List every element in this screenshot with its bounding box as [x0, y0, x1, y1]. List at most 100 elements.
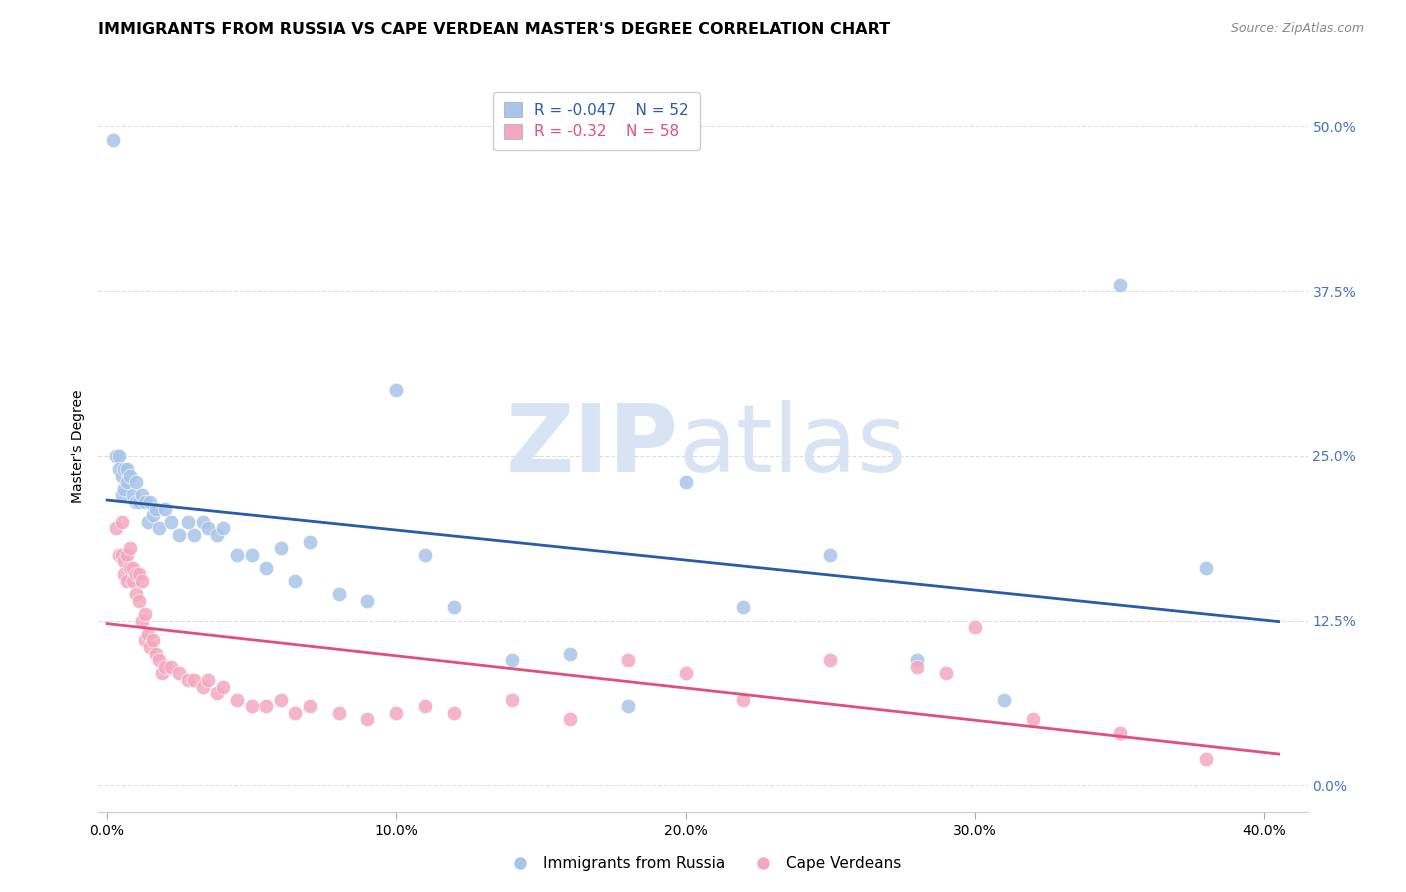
- Point: [328, 706, 350, 720]
- Point: [501, 692, 523, 706]
- Point: [134, 607, 156, 621]
- Point: [142, 508, 165, 523]
- Point: [142, 633, 165, 648]
- Point: [125, 495, 148, 509]
- Point: [107, 449, 129, 463]
- Point: [211, 521, 233, 535]
- Point: [120, 561, 142, 575]
- Point: [211, 680, 233, 694]
- Point: [122, 574, 145, 588]
- Point: [125, 587, 148, 601]
- Point: [134, 633, 156, 648]
- Text: Source: ZipAtlas.com: Source: ZipAtlas.com: [1230, 22, 1364, 36]
- Point: [134, 495, 156, 509]
- Point: [1108, 725, 1130, 739]
- Point: [905, 653, 928, 667]
- Point: [820, 548, 842, 562]
- Point: [125, 567, 148, 582]
- Point: [136, 627, 159, 641]
- Point: [240, 548, 263, 562]
- Point: [150, 666, 173, 681]
- Point: [328, 587, 350, 601]
- Point: [107, 548, 129, 562]
- Point: [1108, 277, 1130, 292]
- Point: [120, 541, 142, 556]
- Point: [101, 132, 124, 146]
- Point: [413, 548, 436, 562]
- Point: [284, 574, 307, 588]
- Point: [413, 699, 436, 714]
- Point: [443, 706, 465, 720]
- Point: [110, 515, 132, 529]
- Point: [385, 383, 408, 397]
- Point: [131, 574, 153, 588]
- Point: [935, 666, 957, 681]
- Point: [240, 699, 263, 714]
- Point: [169, 528, 191, 542]
- Point: [501, 653, 523, 667]
- Legend: Immigrants from Russia, Cape Verdeans: Immigrants from Russia, Cape Verdeans: [499, 850, 907, 877]
- Point: [117, 548, 139, 562]
- Point: [131, 488, 153, 502]
- Point: [145, 647, 167, 661]
- Point: [226, 692, 249, 706]
- Point: [169, 666, 191, 681]
- Point: [177, 515, 200, 529]
- Text: ZIP: ZIP: [506, 400, 679, 492]
- Point: [110, 488, 132, 502]
- Point: [558, 713, 581, 727]
- Point: [128, 594, 150, 608]
- Point: [177, 673, 200, 687]
- Y-axis label: Master's Degree: Master's Degree: [72, 389, 86, 503]
- Point: [443, 600, 465, 615]
- Point: [117, 574, 139, 588]
- Point: [1195, 752, 1218, 766]
- Point: [110, 548, 132, 562]
- Point: [226, 548, 249, 562]
- Point: [122, 488, 145, 502]
- Point: [120, 468, 142, 483]
- Point: [963, 620, 986, 634]
- Point: [733, 600, 755, 615]
- Point: [153, 659, 176, 673]
- Point: [107, 462, 129, 476]
- Point: [148, 653, 170, 667]
- Point: [254, 699, 277, 714]
- Point: [114, 567, 136, 582]
- Point: [145, 501, 167, 516]
- Point: [136, 515, 159, 529]
- Point: [385, 706, 408, 720]
- Point: [675, 666, 697, 681]
- Point: [617, 653, 640, 667]
- Point: [159, 659, 181, 673]
- Point: [159, 515, 181, 529]
- Point: [270, 692, 292, 706]
- Point: [183, 673, 205, 687]
- Point: [153, 501, 176, 516]
- Point: [131, 614, 153, 628]
- Point: [993, 692, 1015, 706]
- Point: [356, 713, 378, 727]
- Point: [125, 475, 148, 490]
- Point: [114, 462, 136, 476]
- Point: [284, 706, 307, 720]
- Point: [114, 554, 136, 568]
- Point: [104, 449, 127, 463]
- Point: [558, 647, 581, 661]
- Point: [254, 561, 277, 575]
- Point: [139, 495, 162, 509]
- Point: [128, 567, 150, 582]
- Point: [197, 521, 219, 535]
- Point: [820, 653, 842, 667]
- Point: [197, 673, 219, 687]
- Point: [1195, 561, 1218, 575]
- Point: [298, 699, 321, 714]
- Point: [183, 528, 205, 542]
- Point: [191, 515, 214, 529]
- Point: [733, 692, 755, 706]
- Point: [298, 534, 321, 549]
- Point: [117, 475, 139, 490]
- Point: [675, 475, 697, 490]
- Point: [191, 680, 214, 694]
- Text: atlas: atlas: [679, 400, 907, 492]
